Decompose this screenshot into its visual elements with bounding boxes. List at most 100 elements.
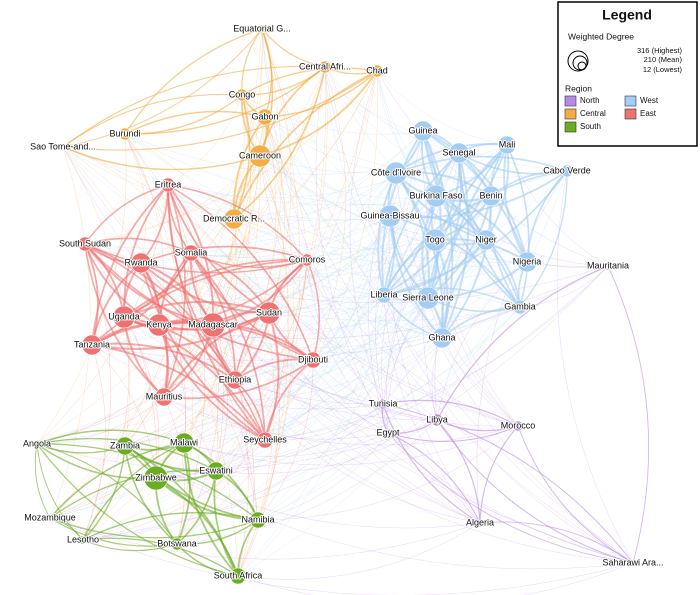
edge [62, 93, 243, 148]
edge [306, 259, 320, 361]
edge [163, 337, 443, 402]
edge [190, 252, 249, 577]
edge [62, 146, 239, 577]
node-label: Madagascar [188, 319, 238, 329]
node-label: Egypt [376, 427, 400, 437]
edge [233, 130, 424, 220]
node-label: Togo [425, 234, 445, 244]
edge [306, 259, 389, 434]
edge [158, 172, 397, 326]
size-entry: 316 (Highest) [637, 46, 683, 55]
edge [241, 67, 378, 96]
edge [49, 517, 178, 547]
edge [49, 517, 481, 560]
edge [376, 70, 609, 267]
node [603, 261, 613, 271]
node [412, 120, 434, 142]
node [318, 60, 332, 74]
edge [257, 432, 389, 521]
edge [212, 324, 443, 353]
edge [233, 218, 436, 250]
edge [382, 399, 519, 427]
edge [176, 324, 220, 545]
edge [82, 344, 106, 541]
node [384, 161, 408, 185]
node-label: Sierra Leone [402, 292, 454, 302]
edge [259, 155, 384, 405]
node-label: Eswatini [199, 465, 233, 475]
node-label: Burundi [109, 128, 140, 138]
edge [312, 359, 438, 421]
node [497, 135, 517, 155]
edge [382, 403, 634, 564]
edge [155, 195, 437, 479]
edge [349, 70, 384, 405]
edge [124, 133, 193, 545]
edge [506, 144, 530, 308]
edge [427, 297, 519, 427]
node-label: Tanzania [74, 339, 110, 349]
edge [190, 116, 266, 254]
edge [62, 146, 261, 171]
edge [123, 316, 266, 441]
edge [167, 184, 314, 361]
legend-title: Legend [602, 7, 652, 23]
edge [36, 429, 185, 445]
edge [312, 172, 397, 361]
node [118, 127, 132, 141]
node [78, 535, 88, 545]
edge [268, 294, 385, 317]
node [448, 142, 470, 164]
edge [36, 130, 424, 445]
edge [155, 265, 609, 479]
edge [82, 512, 259, 541]
edge [36, 66, 326, 445]
node-label: Côte d'Ivoire [371, 167, 421, 177]
edge [91, 239, 487, 348]
node [256, 108, 274, 126]
edge [123, 300, 270, 318]
node [424, 184, 448, 208]
edge [190, 252, 236, 381]
edge [237, 294, 385, 577]
edge [389, 170, 568, 219]
node-label: Saharawi Ara... [602, 557, 663, 567]
edge [383, 287, 521, 308]
edge [124, 133, 528, 263]
edge [526, 170, 568, 263]
edge [237, 28, 301, 577]
edge [237, 562, 634, 595]
edge [84, 70, 378, 245]
node-label: Mali [499, 139, 516, 149]
edge [268, 215, 391, 314]
edge [436, 265, 609, 421]
edge [183, 218, 238, 444]
edge [306, 259, 519, 427]
edge [261, 28, 391, 217]
node-label: Rwanda [124, 257, 157, 267]
edge [49, 442, 185, 519]
node [300, 253, 314, 267]
node [143, 465, 169, 491]
region-label: West [640, 96, 659, 105]
node-label: Zambia [110, 440, 140, 450]
edge [383, 294, 481, 524]
edge [183, 337, 443, 444]
node-label: Gabon [251, 111, 278, 121]
edge [436, 419, 481, 524]
node-label: Democratic R... [203, 213, 265, 223]
edge [140, 262, 429, 310]
edge [62, 146, 634, 564]
edge [167, 184, 443, 339]
edge [124, 133, 460, 175]
node [46, 514, 54, 522]
edge [49, 517, 634, 595]
edge [306, 195, 492, 261]
edge [124, 133, 147, 264]
node-label: Comoros [289, 254, 326, 264]
node [59, 143, 67, 151]
edge [163, 195, 492, 398]
edge [257, 425, 519, 521]
edge [163, 396, 389, 440]
